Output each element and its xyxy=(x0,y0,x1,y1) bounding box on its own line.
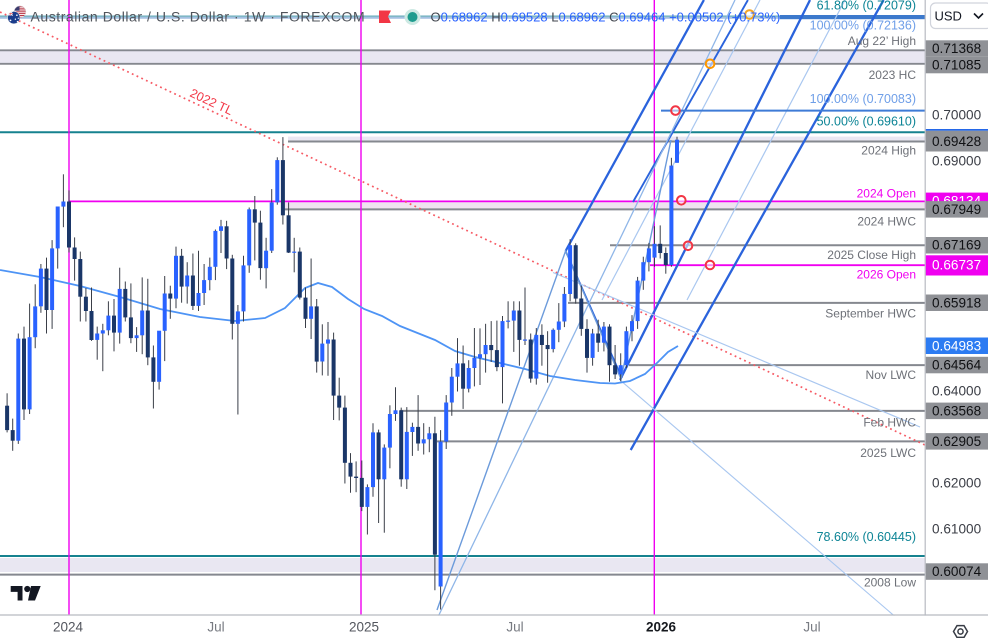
svg-text:0.71368: 0.71368 xyxy=(932,41,981,56)
svg-text:0.71085: 0.71085 xyxy=(932,58,981,73)
svg-text:0.61000: 0.61000 xyxy=(932,522,982,537)
svg-text:2024 Open: 2024 Open xyxy=(857,187,916,201)
svg-text:Australian Dollar / U.S. Dolla: Australian Dollar / U.S. Dollar · 1W · F… xyxy=(31,9,366,25)
svg-text:Aug 22’ High: Aug 22’ High xyxy=(848,34,916,48)
svg-text:61.80% (0.72079): 61.80% (0.72079) xyxy=(817,0,916,13)
svg-text:Jul: Jul xyxy=(803,620,820,635)
svg-text:100.00% (0.72136): 100.00% (0.72136) xyxy=(810,19,916,33)
svg-text:0.64000: 0.64000 xyxy=(932,384,982,399)
svg-text:0.64983: 0.64983 xyxy=(932,338,981,353)
svg-text:2026 Open: 2026 Open xyxy=(857,268,916,282)
svg-text:0.65918: 0.65918 xyxy=(932,295,981,310)
svg-text:2024 High: 2024 High xyxy=(861,144,916,158)
svg-text:0.63568: 0.63568 xyxy=(932,403,981,418)
svg-text:2024 HWC: 2024 HWC xyxy=(857,215,916,229)
svg-text:2026: 2026 xyxy=(646,620,677,635)
svg-text:USD: USD xyxy=(935,9,962,24)
svg-text:0.67169: 0.67169 xyxy=(932,238,981,253)
svg-text:2008 Low: 2008 Low xyxy=(864,576,916,590)
svg-text:0.69000: 0.69000 xyxy=(932,154,982,169)
svg-text:0.70000: 0.70000 xyxy=(932,108,982,123)
svg-text:78.60% (0.60445): 78.60% (0.60445) xyxy=(817,530,916,544)
svg-text:50.00% (0.69610): 50.00% (0.69610) xyxy=(817,115,916,129)
svg-text:Feb HWC: Feb HWC xyxy=(863,416,916,430)
svg-text:2023 HC: 2023 HC xyxy=(869,68,917,82)
svg-text:Jul: Jul xyxy=(207,620,224,635)
svg-text:Jul: Jul xyxy=(506,620,523,635)
svg-text:0.64564: 0.64564 xyxy=(932,358,982,373)
svg-text:0.69428: 0.69428 xyxy=(932,134,981,149)
svg-text:2025 LWC: 2025 LWC xyxy=(860,446,916,460)
svg-text:0.62905: 0.62905 xyxy=(932,434,981,449)
svg-text:Nov LWC: Nov LWC xyxy=(866,368,917,382)
svg-text:100.00% (0.70083): 100.00% (0.70083) xyxy=(810,92,916,106)
svg-text:2025 Close High: 2025 Close High xyxy=(827,248,916,262)
svg-text:September HWC: September HWC xyxy=(825,307,916,321)
svg-text:2025: 2025 xyxy=(349,620,379,635)
svg-text:0.67949: 0.67949 xyxy=(932,202,981,217)
svg-text:2024: 2024 xyxy=(53,620,84,635)
svg-text:O0.68962 H0.69528 L0.68962 C0.: O0.68962 H0.69528 L0.68962 C0.69464 +0.0… xyxy=(431,10,781,25)
svg-text:0.62000: 0.62000 xyxy=(932,476,982,491)
svg-text:0.60074: 0.60074 xyxy=(932,564,982,579)
svg-text:0.66737: 0.66737 xyxy=(932,258,981,273)
